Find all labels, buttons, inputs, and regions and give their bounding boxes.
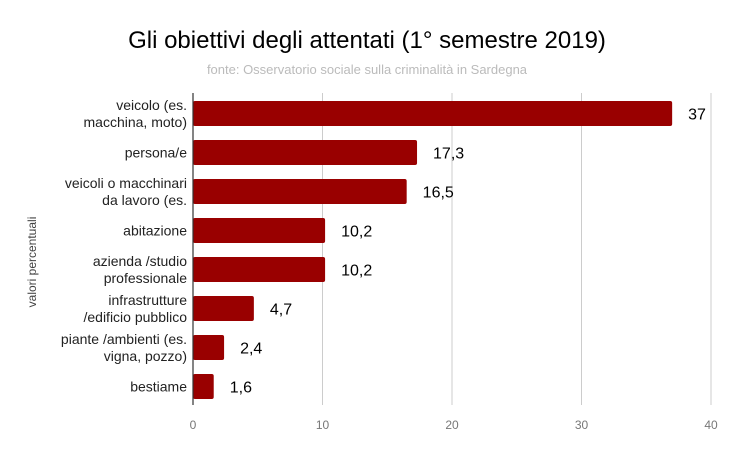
data-label: 1,6 (230, 380, 252, 397)
data-label: 10,2 (341, 224, 372, 241)
x-tick-label: 30 (575, 418, 589, 432)
x-tick-label: 0 (190, 418, 197, 432)
data-label: 16,5 (423, 185, 454, 202)
bar (193, 101, 673, 126)
category-label: infrastrutture (108, 292, 187, 308)
y-axis-label: valori percentuali (25, 217, 39, 308)
x-tick-label: 40 (704, 418, 718, 432)
chart-title: Gli obiettivi degli attentati (1° semest… (128, 27, 606, 54)
category-label: da lavoro (es. (102, 192, 187, 208)
category-label: piante /ambienti (es. (61, 331, 187, 347)
bar (193, 218, 326, 243)
category-label: persona/e (125, 145, 187, 161)
category-label: veicolo (es. (116, 97, 187, 113)
category-label: /edificio pubblico (83, 309, 187, 325)
category-label: professionale (104, 270, 187, 286)
category-label: vigna, pozzo) (104, 348, 187, 364)
data-label: 4,7 (270, 302, 292, 319)
x-tick-label: 20 (445, 418, 459, 432)
data-label: 17,3 (433, 146, 464, 163)
bar (193, 179, 407, 204)
bar (193, 296, 254, 321)
category-label: bestiame (130, 379, 187, 395)
data-label: 37 (688, 107, 706, 124)
bar (193, 374, 214, 399)
category-label: macchina, moto) (84, 114, 187, 130)
data-label: 10,2 (341, 263, 372, 280)
bar (193, 257, 326, 282)
bar (193, 335, 225, 360)
category-label: azienda /studio (93, 253, 187, 269)
data-label: 2,4 (240, 341, 262, 358)
category-label: veicoli o macchinari (65, 175, 187, 191)
x-tick-label: 10 (316, 418, 330, 432)
category-label: abitazione (123, 223, 187, 239)
bar (193, 140, 418, 165)
chart-subtitle: fonte: Osservatorio sociale sulla crimin… (207, 62, 528, 77)
